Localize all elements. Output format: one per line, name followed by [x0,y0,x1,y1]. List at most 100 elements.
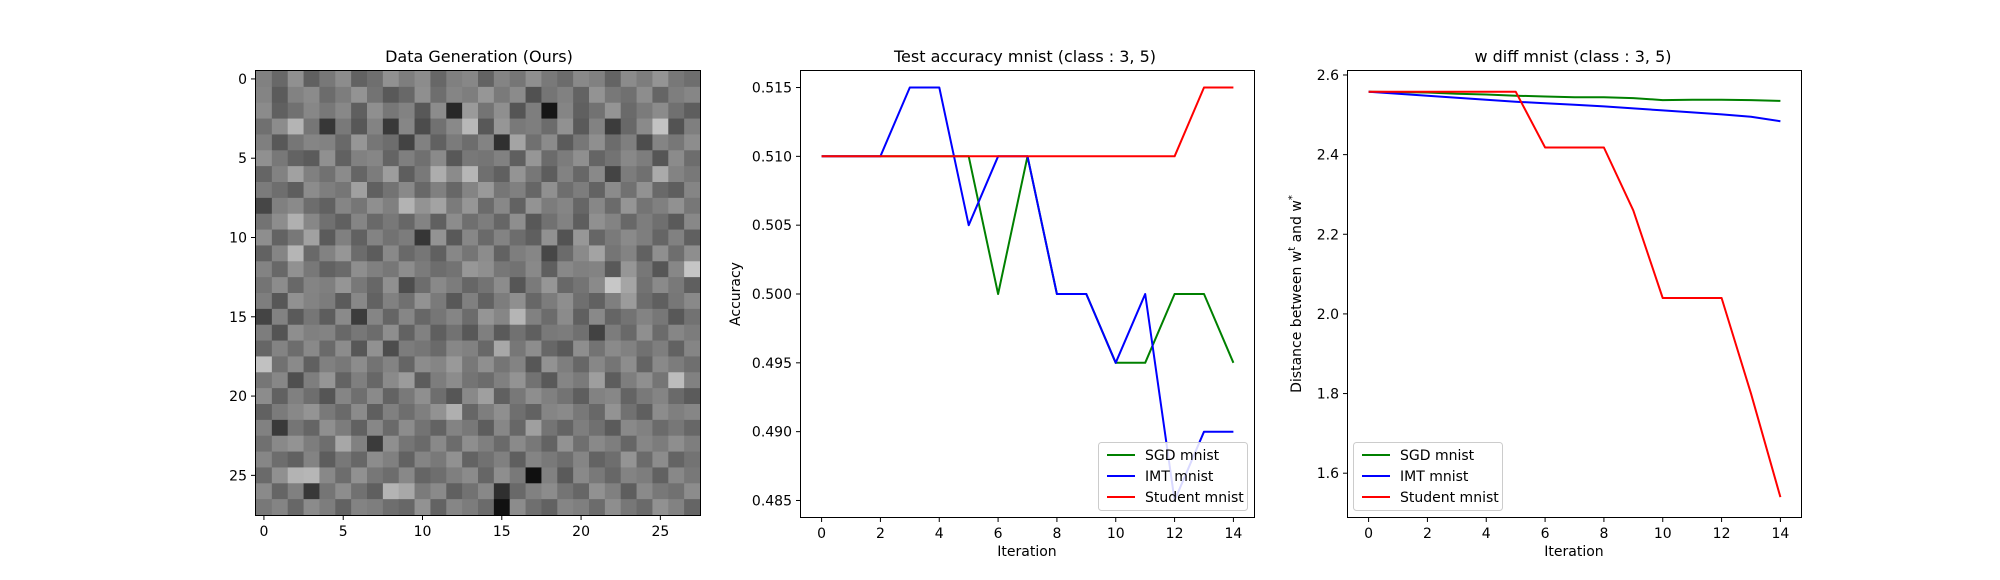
heatmap-panel: Data Generation (Ours) 0 5 10 15 20 25 0 5 10 15 2… [229,47,701,540]
heatmap-cell [573,182,590,199]
heatmap-cell [446,277,463,294]
heatmap-cell [541,71,558,88]
heatmap-cell [271,134,289,151]
heatmap-cell [684,388,701,405]
heatmap-cell [525,372,542,389]
heatmap-cell [351,356,368,373]
accuracy-xtick-label: 6 [994,526,1003,542]
heatmap-cell [430,197,447,215]
heatmap-cell [478,404,495,421]
heatmap-cell [541,483,558,500]
heatmap-cell [525,86,542,104]
heatmap-cell [525,150,542,167]
heatmap-cell [462,71,479,88]
heatmap-cell [493,86,511,104]
heatmap-cell [287,340,305,357]
heatmap-cell [493,102,511,120]
heatmap-cell [604,293,622,310]
accuracy-series-student [821,86,1234,158]
heatmap-cell [478,435,495,453]
heatmap-cell [287,71,305,88]
heatmap-cell [668,213,685,231]
heatmap-ytick-label: 10 [229,231,247,247]
heatmap-cell [287,308,305,326]
heatmap-cell [287,324,305,342]
heatmap-cell [541,388,558,405]
heatmap-cell [462,197,479,215]
heatmap-cell [620,134,638,151]
heatmap-cell [541,213,558,231]
heatmap-cell [493,182,511,199]
heatmap-cell [668,86,685,104]
heatmap-cell [684,261,701,278]
heatmap-frame [255,70,701,516]
heatmap-cell [446,356,463,373]
heatmap-cell [335,308,352,326]
heatmap-cell [557,182,574,199]
heatmap-cell [287,182,305,199]
heatmap-cell [430,71,447,88]
heatmap-cell [335,324,352,342]
heatmap-cell [604,388,622,405]
heatmap-cell [462,245,479,262]
heatmap-cell [319,308,336,326]
heatmap-cell [287,293,305,310]
heatmap-cell [636,372,653,389]
heatmap-cell [478,467,495,484]
heatmap-cell [636,308,653,326]
heatmap-cell [367,451,384,468]
heatmap-cell [478,118,495,135]
wdiff-title: w diff mnist (class : 3, 5) [1474,47,1671,66]
heatmap-cell [287,150,305,167]
heatmap-cell [668,404,685,421]
heatmap-cell [604,340,622,357]
heatmap-cell [589,356,606,373]
heatmap-cell [382,293,400,310]
heatmap-cell [652,71,669,88]
heatmap-ytick-label: 0 [238,72,247,88]
heatmap-cell [414,197,431,215]
heatmap-cell [382,467,400,484]
heatmap-cell [319,388,336,405]
heatmap-cell [652,483,669,500]
heatmap-cell [668,451,685,468]
heatmap-cell [303,150,320,167]
heatmap-cell [430,245,447,262]
heatmap-cell [462,166,479,183]
wdiff-series-imt [1368,90,1781,123]
heatmap-cell [684,213,701,231]
heatmap-cell [636,150,653,167]
heatmap-cell [382,118,400,135]
heatmap-cell [271,261,289,278]
heatmap-cell [382,182,400,199]
heatmap-cell [668,293,685,310]
heatmap-cell [271,324,289,342]
heatmap-cell [620,356,638,373]
heatmap-cell [636,134,653,151]
heatmap-cell [604,213,622,231]
heatmap-cell [541,419,558,437]
heatmap-cell [430,134,447,151]
heatmap-cell [668,435,685,453]
heatmap-cell [462,213,479,231]
heatmap-cell [509,166,527,183]
heatmap-axes: 0 5 10 15 20 25 0 5 10 15 20 25 [229,72,669,540]
wdiff-legend-box [1353,442,1503,511]
heatmap-cell [351,324,368,342]
heatmap-cell [604,499,622,516]
heatmap-cell [430,419,447,437]
heatmap-cell [509,213,527,231]
heatmap-cell [271,277,289,294]
heatmap-cell [636,388,653,405]
heatmap-cell [414,419,431,437]
heatmap-cell [398,451,416,468]
heatmap-cell [668,118,685,135]
heatmap-cell [446,134,463,151]
heatmap-cell [303,308,320,326]
heatmap-cell [335,340,352,357]
heatmap-cell [668,483,685,500]
heatmap-cell [367,340,384,357]
wdiff-xlabel: Iteration [1544,544,1603,560]
heatmap-cell [509,118,527,135]
heatmap-cell [271,308,289,326]
